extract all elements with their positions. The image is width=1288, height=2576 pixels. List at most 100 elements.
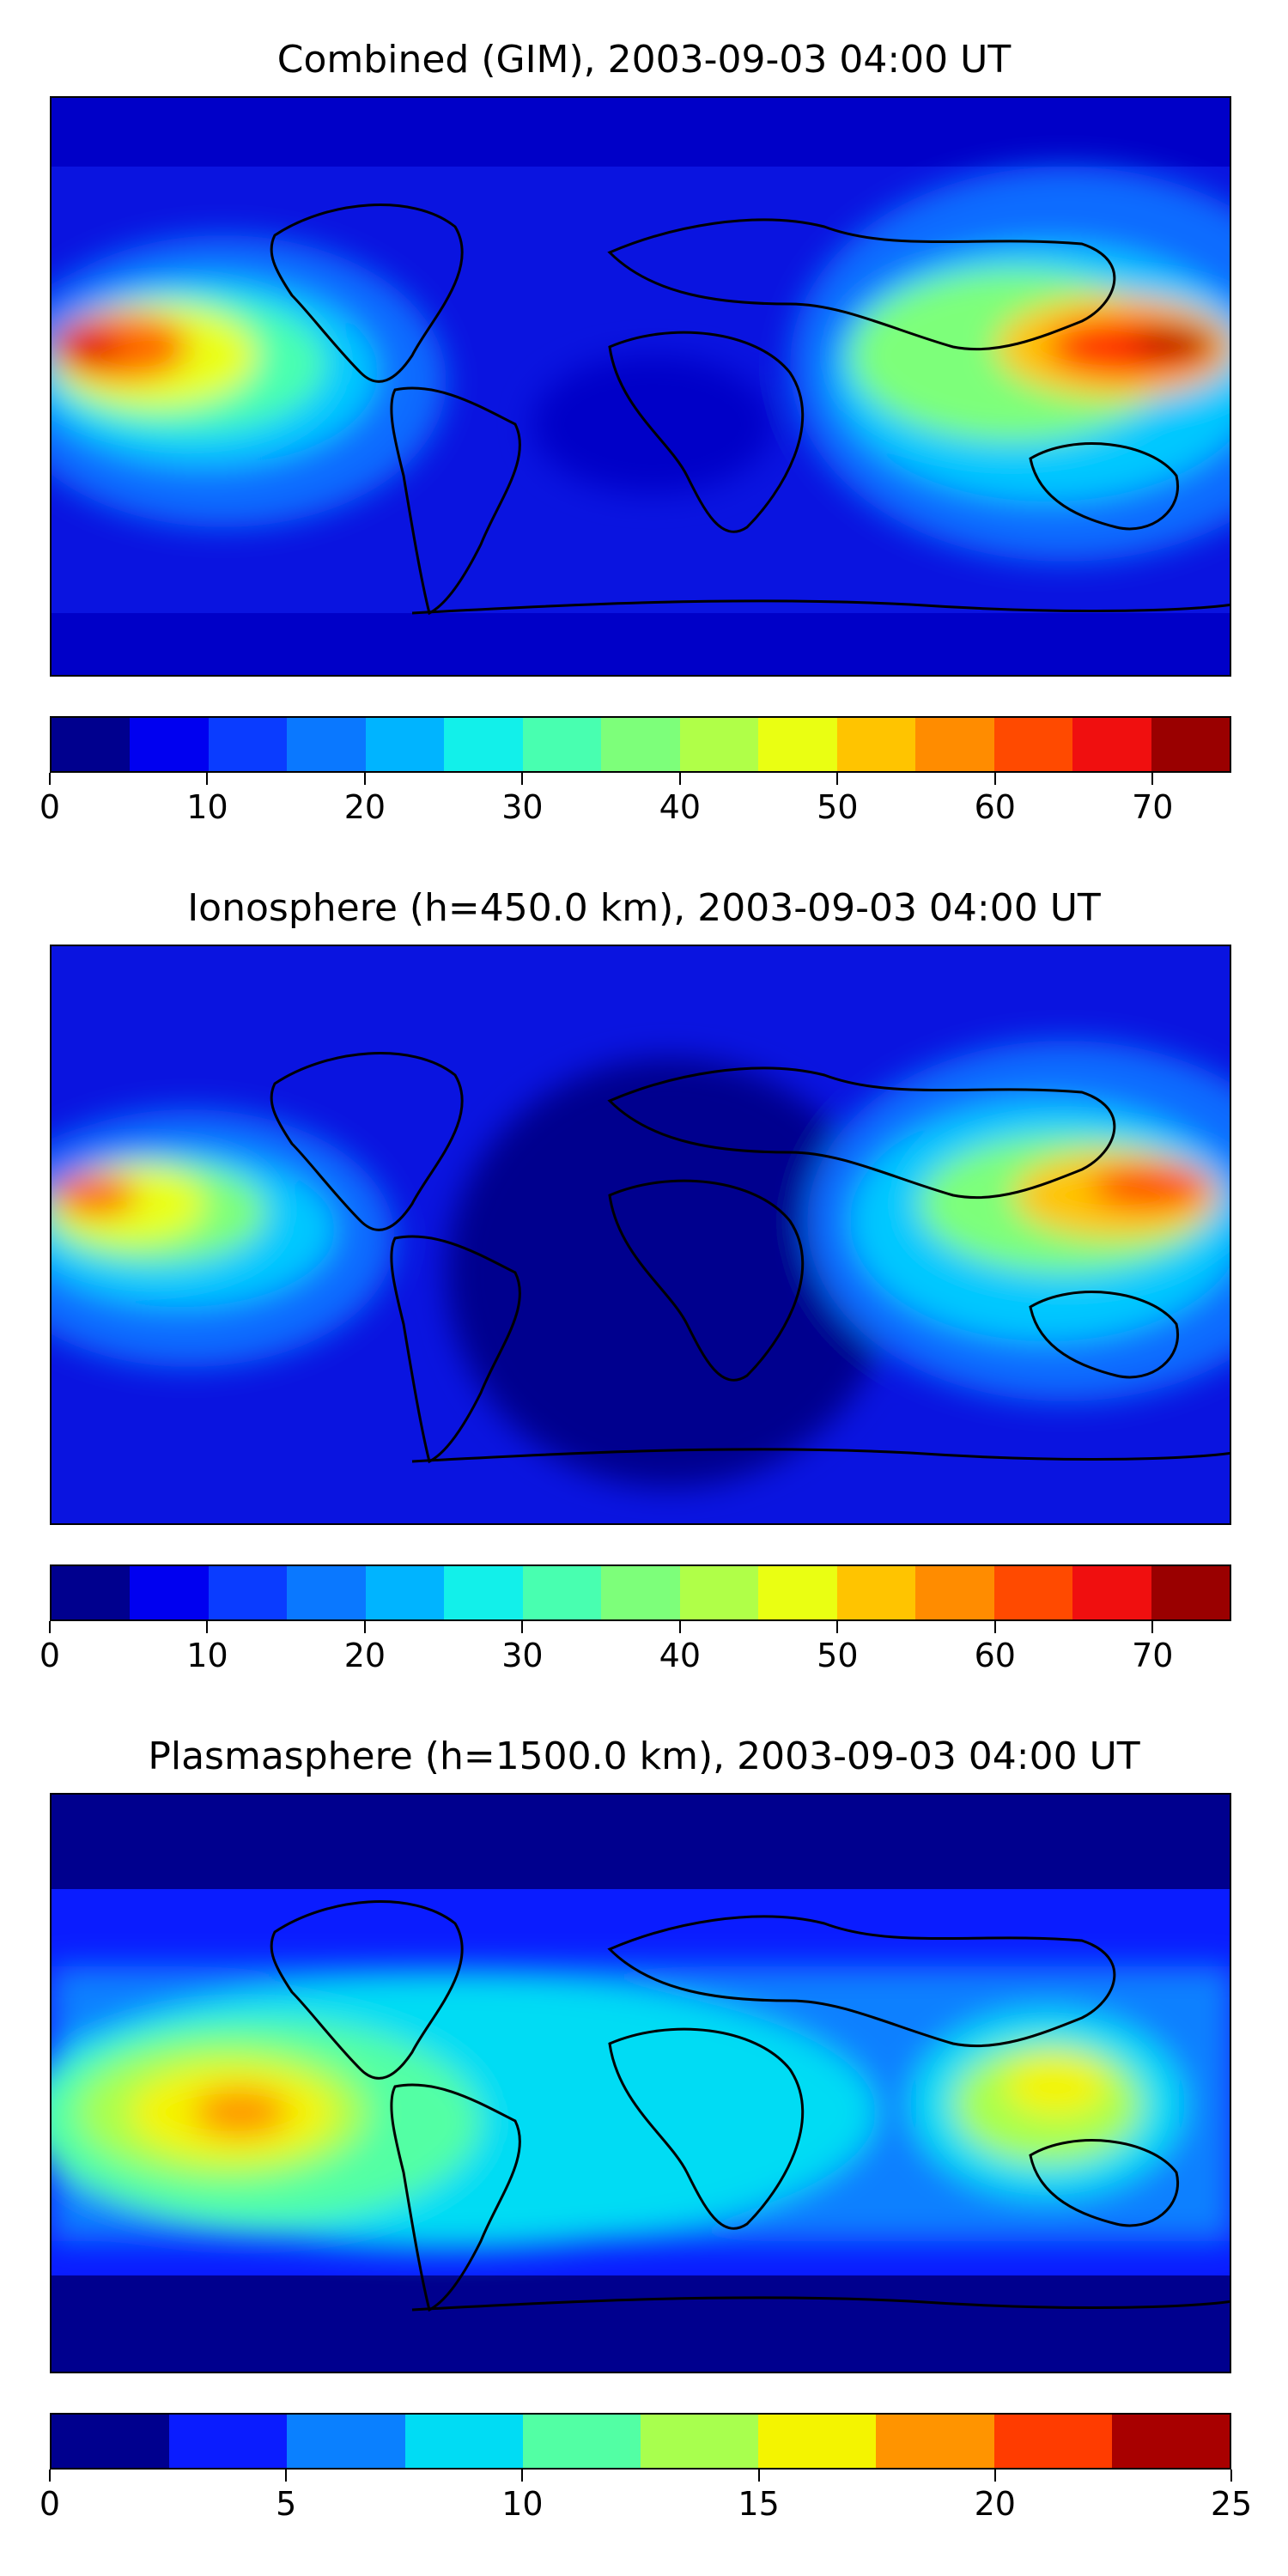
tec-contour-map bbox=[52, 946, 1230, 1523]
colorbar-tick-mark bbox=[206, 1621, 209, 1633]
coastlines bbox=[270, 1900, 1230, 2312]
colorbar-ticks-panel-1: 0 10 20 30 40 50 60 70 bbox=[39, 773, 1231, 826]
colorbar-segment bbox=[915, 1566, 994, 1619]
colorbar-tick-mark bbox=[993, 1621, 996, 1633]
colorbar-tick-label: 0 bbox=[39, 788, 61, 826]
colorbar-tick-mark bbox=[521, 1621, 524, 1633]
colorbar-tick-label: 20 bbox=[974, 2485, 1016, 2523]
colorbar-tick-mark bbox=[678, 1621, 681, 1633]
coastlines bbox=[270, 204, 1230, 616]
colorbar-tick-mark bbox=[206, 773, 209, 785]
colorbar-segment bbox=[444, 718, 523, 771]
colorbar-tick-mark bbox=[49, 2470, 51, 2482]
colorbar-tick-label: 50 bbox=[817, 1637, 859, 1674]
colorbar-segment bbox=[52, 1566, 131, 1619]
colorbar-segment bbox=[208, 1566, 288, 1619]
colorbar-tick-label: 40 bbox=[659, 788, 702, 826]
colorbar-segment bbox=[836, 718, 916, 771]
colorbar-tick-label: 0 bbox=[39, 2485, 61, 2523]
colorbar-segment bbox=[52, 718, 131, 771]
coastlines bbox=[270, 1052, 1230, 1464]
panel-1-title: Combined (GIM), 2003-09-03 04:00 UT bbox=[276, 38, 1012, 82]
colorbar-tick-label: 10 bbox=[186, 1637, 228, 1674]
colorbar-segment bbox=[993, 2415, 1112, 2468]
colorbar-tick-label: 70 bbox=[1132, 1637, 1174, 1674]
colorbar-tick-label: 50 bbox=[817, 788, 859, 826]
colorbar-tick-label: 40 bbox=[659, 1637, 702, 1674]
colorbar-tick-mark bbox=[285, 2470, 288, 2482]
colorbar-segment bbox=[522, 718, 602, 771]
colorbar-segment bbox=[601, 1566, 680, 1619]
colorbar-segment bbox=[404, 2415, 523, 2468]
colorbar-tick-mark bbox=[757, 2470, 760, 2482]
colorbar-tick-label: 10 bbox=[186, 788, 228, 826]
colorbar-segment bbox=[836, 1566, 916, 1619]
colorbar-ticks-panel-2: 0 10 20 30 40 50 60 70 bbox=[39, 1621, 1231, 1674]
colorbar-segment bbox=[287, 718, 366, 771]
colorbar-segment bbox=[169, 2415, 288, 2468]
colorbar-tick-label: 20 bbox=[343, 788, 386, 826]
colorbar-tick-label: 30 bbox=[501, 788, 544, 826]
colorbar-tick-mark bbox=[836, 1621, 839, 1633]
colorbar-panel-1 bbox=[50, 716, 1231, 773]
panel-3-title: Plasmasphere (h=1500.0 km), 2003-09-03 0… bbox=[148, 1735, 1140, 1778]
colorbar-tick-label: 60 bbox=[974, 788, 1016, 826]
colorbar-tick-mark bbox=[363, 773, 366, 785]
map-plasmasphere bbox=[50, 1793, 1231, 2373]
colorbar-panel-2 bbox=[50, 1564, 1231, 1621]
colorbar-segment bbox=[876, 2415, 994, 2468]
colorbar-segment bbox=[287, 2415, 405, 2468]
tec-contour-map bbox=[52, 1795, 1230, 2372]
colorbar-segment bbox=[130, 718, 209, 771]
colorbar-segment bbox=[641, 2415, 759, 2468]
colorbar-segment bbox=[915, 718, 994, 771]
colorbar-tick-label: 70 bbox=[1132, 788, 1174, 826]
colorbar-segment bbox=[993, 1566, 1073, 1619]
colorbar-tick-label: 15 bbox=[738, 2485, 780, 2523]
colorbar-tick-mark bbox=[49, 773, 51, 785]
colorbar-tick-label: 60 bbox=[974, 1637, 1016, 1674]
colorbar-segment bbox=[444, 1566, 523, 1619]
colorbar-segment bbox=[601, 718, 680, 771]
colorbar-segment bbox=[365, 718, 445, 771]
colorbar-tick-label: 25 bbox=[1210, 2485, 1253, 2523]
colorbar-segment bbox=[679, 718, 759, 771]
colorbar-segment bbox=[287, 1566, 366, 1619]
colorbar-segment bbox=[208, 718, 288, 771]
colorbar-tick-mark bbox=[836, 773, 839, 785]
colorbar-segment bbox=[130, 1566, 209, 1619]
colorbar-tick-mark bbox=[363, 1621, 366, 1633]
colorbar-segment bbox=[1072, 1566, 1151, 1619]
map-combined-gim bbox=[50, 96, 1231, 677]
colorbar-tick-mark bbox=[993, 2470, 996, 2482]
colorbar-tick-mark bbox=[678, 773, 681, 785]
colorbar-segment bbox=[993, 718, 1073, 771]
colorbar-segment bbox=[1151, 1566, 1230, 1619]
map-ionosphere bbox=[50, 945, 1231, 1525]
colorbar-tick-label: 0 bbox=[39, 1637, 61, 1674]
colorbar-tick-mark bbox=[521, 2470, 524, 2482]
colorbar-tick-label: 20 bbox=[343, 1637, 386, 1674]
colorbar-segment bbox=[1151, 718, 1230, 771]
colorbar-segment bbox=[758, 1566, 837, 1619]
colorbar-segment bbox=[52, 2415, 170, 2468]
colorbar-segment bbox=[1072, 718, 1151, 771]
colorbar-ticks-panel-3: 0 5 10 15 20 25 bbox=[39, 2470, 1252, 2523]
colorbar-tick-mark bbox=[1230, 2470, 1232, 2482]
colorbar-segment bbox=[679, 1566, 759, 1619]
colorbar-tick-mark bbox=[49, 1621, 51, 1633]
colorbar-tick-label: 30 bbox=[501, 1637, 544, 1674]
colorbar-segment bbox=[1111, 2415, 1230, 2468]
colorbar-tick-mark bbox=[1151, 1621, 1154, 1633]
colorbar-segment bbox=[522, 1566, 602, 1619]
colorbar-segment bbox=[758, 2415, 877, 2468]
colorbar-segment bbox=[365, 1566, 445, 1619]
colorbar-tick-label: 10 bbox=[501, 2485, 544, 2523]
colorbar-segment bbox=[758, 718, 837, 771]
colorbar-panel-3 bbox=[50, 2413, 1231, 2470]
colorbar-tick-mark bbox=[1151, 773, 1154, 785]
panel-2-title: Ionosphere (h=450.0 km), 2003-09-03 04:0… bbox=[187, 886, 1101, 930]
colorbar-tick-mark bbox=[521, 773, 524, 785]
colorbar-tick-mark bbox=[993, 773, 996, 785]
colorbar-tick-label: 5 bbox=[276, 2485, 297, 2523]
